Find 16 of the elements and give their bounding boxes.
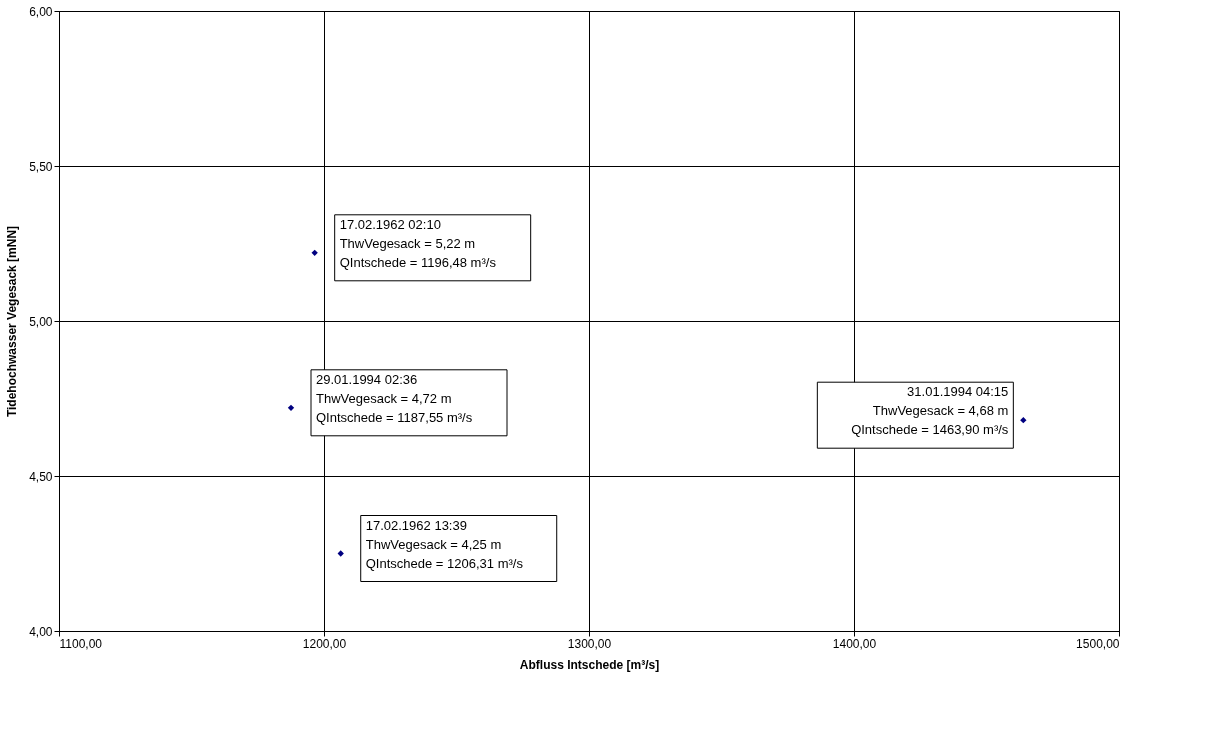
annotation: 17.02.1962 13:39 ThwVegesack = 4,25 m QIntschede = 1206,31 m³/s bbox=[365, 517, 524, 571]
x-tick-label: 1500,00 bbox=[1076, 636, 1120, 651]
x-tick-label: 1300,00 bbox=[567, 636, 612, 651]
annotation: 29.01.1994 02:36 ThwVegesack = 4,72 m QIntschede = 1187,55 m³/s bbox=[316, 371, 473, 425]
y-axis-title: Tidehochwasser Vegesack [mNN] bbox=[5, 225, 20, 418]
y-tick-label: 6,00 bbox=[29, 4, 53, 19]
x-tick-label: 1200,00 bbox=[302, 636, 347, 651]
x-tick-label: 1400,00 bbox=[832, 636, 877, 651]
annotation: 31.01.1994 04:15 ThwVegesack = 4,68 m QIntschede = 1463,90 m³/s bbox=[851, 384, 1009, 438]
annotation: 17.02.1962 02:10 ThwVegesack = 5,22 m QIntschede = 1196,48 m³/s bbox=[339, 216, 497, 270]
y-tick-label: 5,50 bbox=[29, 159, 53, 174]
y-tick-label: 4,00 bbox=[29, 624, 53, 639]
x-tick-label: 1100,00 bbox=[59, 636, 103, 651]
x-axis-title: Abfluss Intschede [m³/s] bbox=[519, 657, 660, 672]
y-tick-label: 5,00 bbox=[29, 314, 53, 329]
y-tick-label: 4,50 bbox=[29, 469, 53, 484]
